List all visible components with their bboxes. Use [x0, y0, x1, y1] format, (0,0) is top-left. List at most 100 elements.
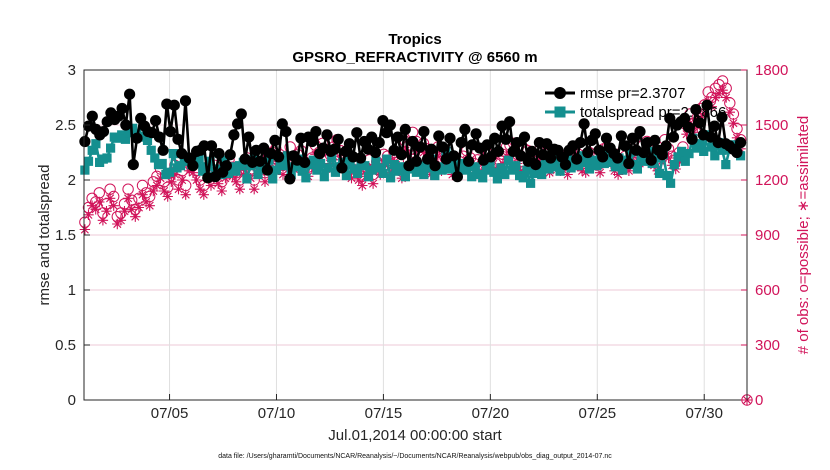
rmse-point [410, 155, 422, 167]
totalspread-point [492, 174, 502, 184]
totalspread-point [540, 157, 550, 167]
totalspread-point [220, 155, 230, 165]
rmse-point [399, 123, 411, 135]
totalspread-point [382, 154, 392, 164]
rmse-point [187, 160, 199, 172]
totalspread-point [279, 161, 289, 171]
assimilated-point [184, 165, 195, 176]
rmse-point [422, 153, 434, 165]
rmse-point [731, 146, 743, 159]
assimilated-point [724, 107, 735, 118]
rmse-point [716, 111, 728, 123]
rmse-point [157, 144, 169, 156]
totalspread-point [496, 163, 506, 173]
totalspread-point [654, 168, 665, 178]
totalspread-point [422, 163, 433, 173]
rmse-point [735, 137, 747, 149]
rmse-point [686, 133, 698, 145]
totalspread-point [503, 155, 514, 165]
y-tick-label-left: 1.5 [55, 227, 76, 244]
totalspread-point [485, 160, 495, 170]
totalspread-point [271, 165, 281, 175]
rmse-point [127, 159, 139, 171]
assimilated-point [133, 202, 145, 213]
assimilated-point [90, 204, 101, 215]
rmse-point [392, 131, 404, 143]
totalspread-point [146, 145, 156, 155]
assimilated-point [205, 180, 217, 191]
totalspread-point [511, 161, 521, 171]
rmse-point [254, 155, 266, 167]
rmse-point [518, 131, 531, 143]
totalspread-point [91, 139, 101, 149]
totalspread-point [577, 151, 587, 161]
rmse-point [153, 131, 165, 143]
rmse-point [336, 162, 348, 174]
assimilated-point [104, 193, 116, 204]
rmse-point [355, 152, 367, 164]
rmse-point [284, 173, 296, 185]
rmse-point [667, 131, 680, 143]
totalspread-point [323, 163, 333, 173]
y-tick-label-right: 0 [755, 392, 763, 409]
rmse-point [79, 135, 91, 148]
rmse-point [612, 152, 624, 164]
assimilated-point [418, 147, 429, 158]
rmse-point [369, 146, 382, 159]
rmse-point [504, 116, 516, 128]
totalspread-point [297, 166, 307, 176]
rmse-point [500, 133, 512, 145]
totalspread-point [386, 173, 396, 183]
totalspread-point [80, 165, 90, 175]
rmse-point [459, 123, 471, 135]
totalspread-point [83, 156, 94, 166]
assimilated-point [158, 185, 170, 197]
totalspread-point [301, 173, 311, 183]
legend-rmse-label: rmse pr=2.3707 [580, 85, 685, 102]
assimilated-point [277, 169, 289, 180]
y-tick-label-left: 2 [68, 172, 76, 189]
rmse-point [559, 159, 572, 171]
totalspread-point [415, 161, 425, 171]
rmse-point [414, 141, 426, 153]
totalspread-point [157, 158, 167, 169]
rmse-point [395, 149, 408, 161]
assimilated-point [216, 185, 227, 197]
totalspread-point [308, 155, 318, 165]
totalspread-point [378, 168, 388, 178]
assimilated-point [663, 152, 674, 164]
rmse-point [429, 160, 441, 172]
rmse-point [690, 104, 702, 116]
y-tick-label-right: 900 [755, 227, 780, 244]
assimilated-point [249, 184, 260, 195]
assimilated-point [180, 189, 191, 200]
assimilated-point [533, 154, 544, 165]
totalspread-point [290, 162, 300, 172]
rmse-point [463, 155, 475, 167]
totalspread-point [363, 172, 374, 182]
rmse-point [384, 119, 396, 131]
rmse-point [615, 130, 628, 142]
assimilated-point [101, 206, 112, 217]
totalspread-point [437, 165, 447, 175]
totalspread-point [467, 172, 477, 182]
totalspread-point [448, 160, 458, 170]
rmse-point [660, 140, 672, 152]
rmse-point [451, 171, 463, 183]
rmse-point [526, 145, 538, 157]
rmse-point [150, 115, 162, 127]
rmse-point [168, 99, 180, 111]
x-tick-label: 07/15 [365, 405, 403, 422]
totalspread-point [397, 162, 407, 172]
rmse-point [179, 95, 192, 107]
totalspread-point [375, 163, 385, 173]
rmse-point [97, 126, 110, 138]
assimilated-point [115, 215, 127, 226]
assimilated-point [198, 189, 209, 200]
rmse-point [626, 132, 639, 144]
totalspread-point [176, 161, 186, 171]
assimilated-point [155, 173, 166, 184]
assimilated-point [144, 200, 155, 211]
totalspread-point [430, 171, 440, 181]
y-tick-label-right: 1200 [755, 172, 788, 189]
